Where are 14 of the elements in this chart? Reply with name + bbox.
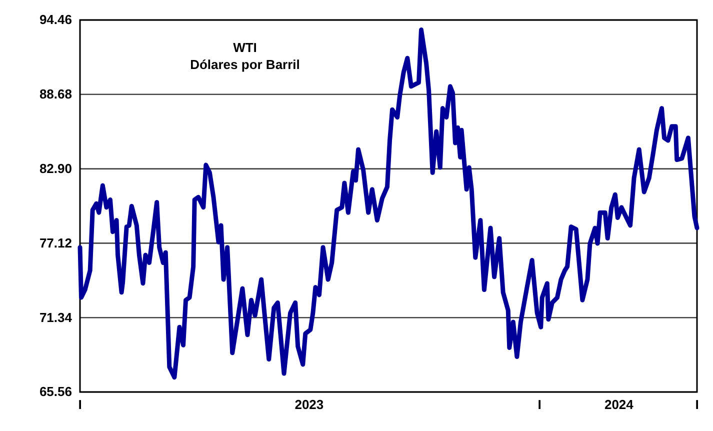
x-tick-label: I [695,397,699,412]
x-tick-label: I [538,397,542,412]
y-tick-label: 88.68 [39,86,72,102]
text: Dólares por Barril [190,57,300,72]
text: WTI [233,40,257,55]
line-series [78,28,700,380]
y-tick-label: 82.90 [39,160,72,176]
y-tick-label: 71.34 [39,310,73,325]
x-tick-label: 2023 [294,397,324,412]
y-tick-label: 77.12 [39,235,72,250]
y-tick-label: 94.46 [39,12,72,28]
x-tick-label: 2024 [604,397,634,412]
y-tick-label: 65.56 [39,384,72,400]
x-tick-label: I [78,397,82,412]
